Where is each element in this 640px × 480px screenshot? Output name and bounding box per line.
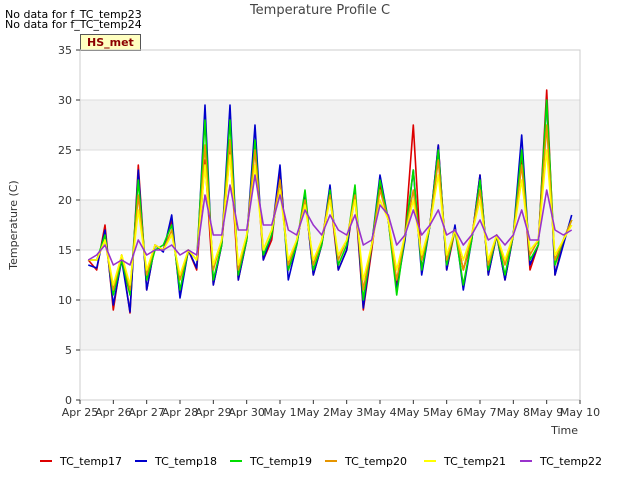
x-tick-label: Apr 29: [195, 406, 232, 419]
x-tick-label: Apr 26: [95, 406, 132, 419]
legend-label: TC_temp19: [249, 455, 312, 468]
x-tick-label: May 9: [530, 406, 563, 419]
x-tick-label: May 2: [297, 406, 330, 419]
x-tick-label: May 5: [397, 406, 430, 419]
x-tick-label: May 10: [560, 406, 600, 419]
series-line-tc-temp22: [87, 174, 573, 266]
y-axis: 0 5 10 15 20 25 30 35: [58, 44, 80, 407]
legend-label: TC_temp18: [154, 455, 217, 468]
series-lines: [87, 89, 573, 314]
chart-title: Temperature Profile C: [249, 3, 391, 18]
legend-label: TC_temp21: [443, 455, 506, 468]
y-tick-label: 15: [58, 244, 72, 257]
legend: TC_temp17 TC_temp18 TC_temp19 TC_temp20 TC_t…: [40, 455, 602, 468]
y-tick-label: 5: [65, 344, 72, 357]
no-data-notice: No data for f_TC_temp23: [5, 8, 142, 21]
y-tick-label: 25: [58, 144, 72, 157]
x-tick-label: May 6: [430, 406, 463, 419]
y-tick-label: 30: [58, 94, 72, 107]
grid-band: [80, 300, 580, 350]
x-tick-label: May 7: [463, 406, 496, 419]
grid-band: [80, 100, 580, 150]
y-tick-label: 10: [58, 294, 72, 307]
series-line-tc-temp19: [88, 99, 573, 301]
legend-label: TC_temp17: [59, 455, 122, 468]
series-line-tc-temp21: [88, 149, 573, 286]
y-axis-label: Temperature (C): [7, 180, 20, 270]
no-data-notice: No data for f_TC_temp24: [5, 18, 142, 31]
series-line-tc-temp20: [88, 124, 573, 291]
y-tick-label: 20: [58, 194, 72, 207]
grid-bands: [80, 49, 580, 401]
x-tick-label: Apr 30: [228, 406, 265, 419]
x-tick-label: May 8: [497, 406, 530, 419]
x-tick-label: Apr 27: [128, 406, 165, 419]
legend-label: TC_temp20: [344, 455, 407, 468]
y-tick-label: 35: [58, 44, 72, 57]
x-axis-label: Time: [550, 424, 578, 437]
x-tick-label: May 4: [363, 406, 396, 419]
plot-frame: [79, 49, 581, 401]
legend-label: TC_temp22: [539, 455, 602, 468]
x-tick-label: Apr 25: [62, 406, 99, 419]
x-tick-label: May 1: [263, 406, 296, 419]
station-badge[interactable]: HS_met: [80, 34, 141, 51]
x-tick-label: May 3: [330, 406, 363, 419]
grid-band: [80, 200, 580, 250]
x-tick-label: Apr 28: [162, 406, 199, 419]
y-tick-label: 0: [65, 394, 72, 407]
